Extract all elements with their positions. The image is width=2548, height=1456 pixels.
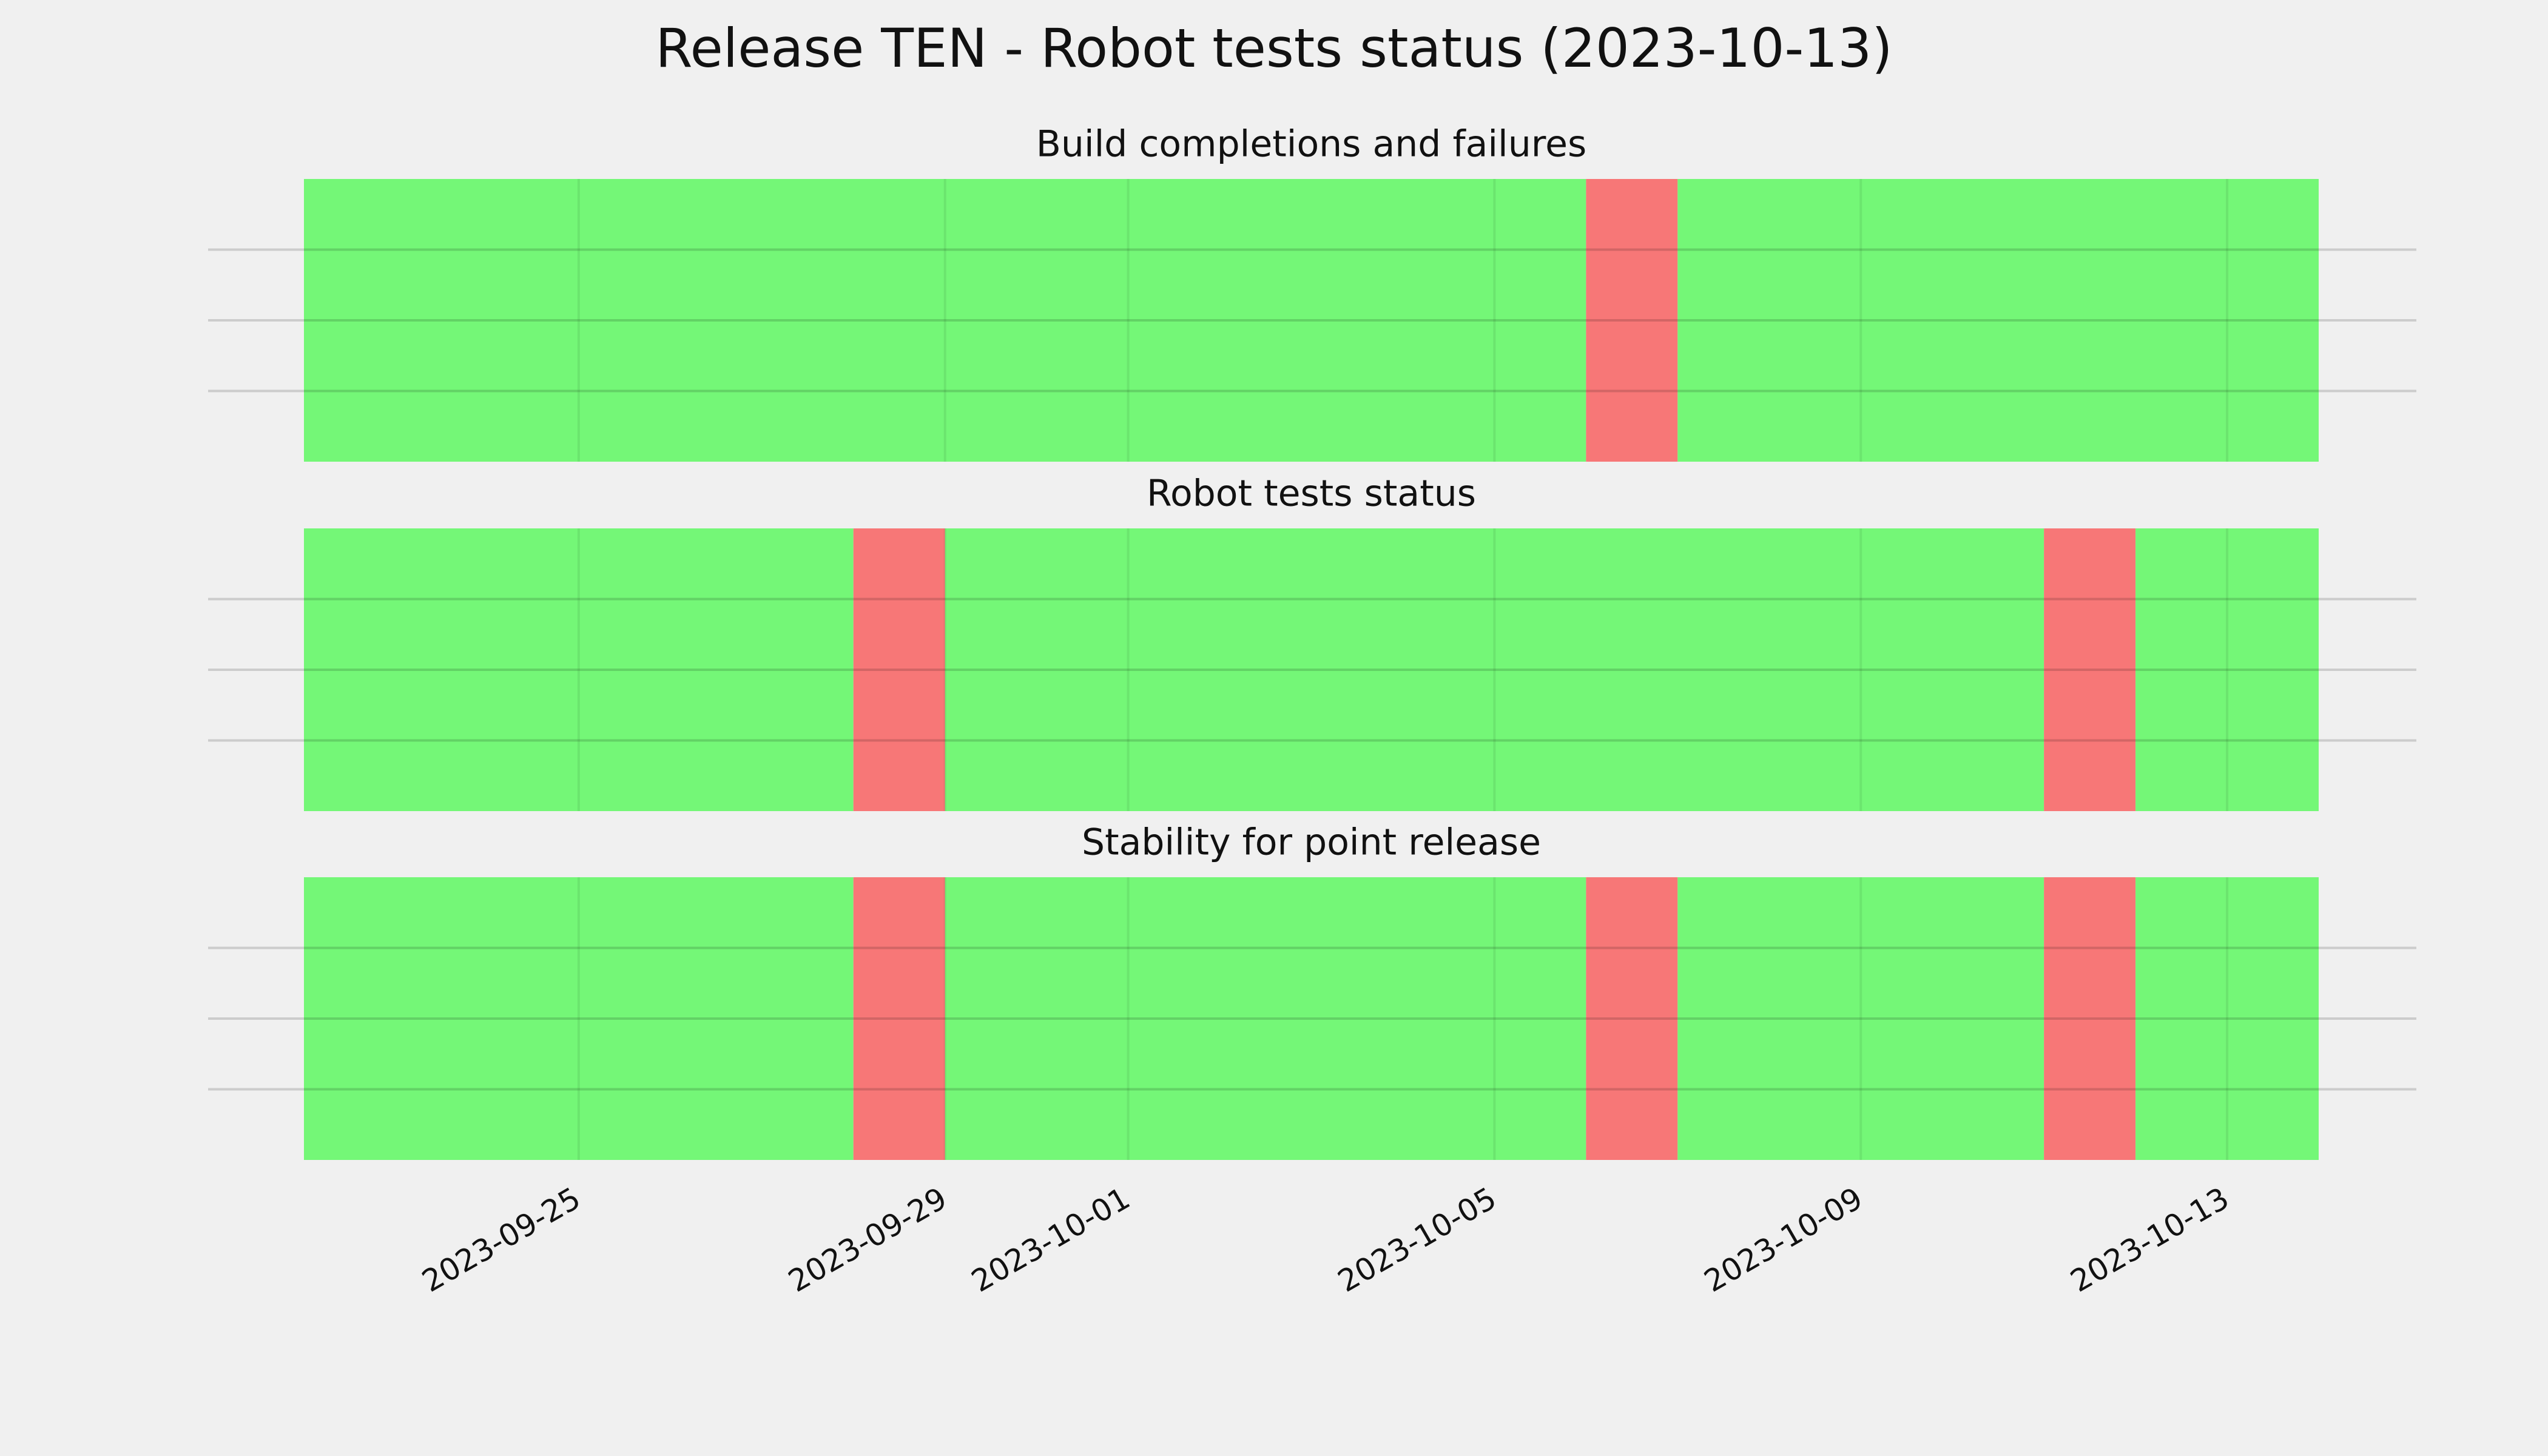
status-span xyxy=(2044,528,2136,811)
status-span xyxy=(945,877,1586,1160)
status-span xyxy=(304,179,1586,462)
status-span xyxy=(853,877,945,1160)
status-span xyxy=(1586,877,1678,1160)
status-span xyxy=(1586,179,1678,462)
status-span xyxy=(1677,877,2044,1160)
status-span xyxy=(853,528,945,811)
x-tick-label: 2023-10-01 xyxy=(966,1181,1136,1299)
chart-title: Release TEN - Robot tests status (2023-1… xyxy=(655,17,1892,79)
status-span xyxy=(1677,179,2319,462)
status-span xyxy=(304,528,854,811)
status-span xyxy=(2044,877,2136,1160)
x-tick-label: 2023-10-13 xyxy=(2064,1181,2235,1299)
x-tick-label: 2023-09-25 xyxy=(416,1181,587,1299)
status-span xyxy=(2135,528,2319,811)
status-span xyxy=(945,528,2044,811)
x-tick-label: 2023-09-29 xyxy=(783,1181,953,1299)
x-tick-label: 2023-10-09 xyxy=(1698,1181,1869,1299)
status-span xyxy=(304,877,854,1160)
subplot-title: Build completions and failures xyxy=(1036,123,1587,166)
subplot-title: Robot tests status xyxy=(1147,473,1476,515)
x-tick-label: 2023-10-05 xyxy=(1332,1181,1503,1299)
status-span xyxy=(2135,877,2319,1160)
subplot-title: Stability for point release xyxy=(1082,821,1541,864)
